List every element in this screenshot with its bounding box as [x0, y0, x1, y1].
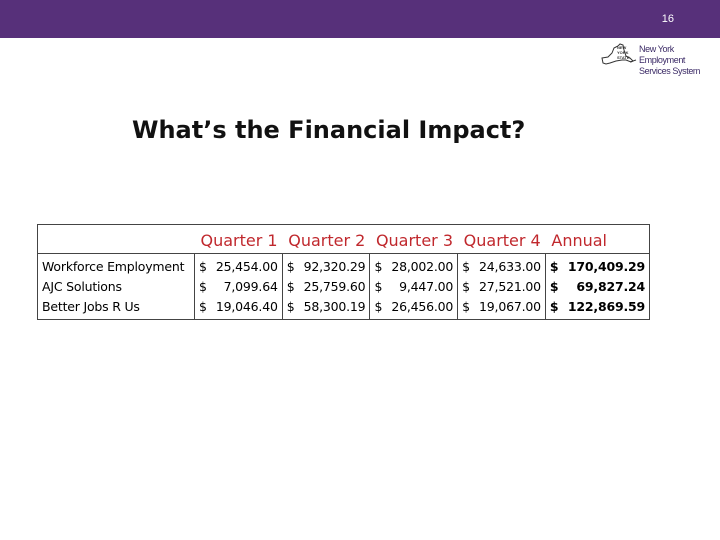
- amount: 28,002.00: [391, 259, 454, 275]
- new-york-state-map-icon: [601, 43, 637, 65]
- table-corner-cell: [37, 224, 195, 254]
- quarter-value-cell: $92,320.29: [281, 253, 370, 277]
- logo-name-line1: New York Employment: [639, 44, 686, 65]
- currency-symbol: $: [549, 298, 559, 314]
- currency-symbol: $: [199, 259, 207, 275]
- quarter-value-cell: $25,454.00: [194, 253, 283, 277]
- annual-value-cell: $69,827.24: [544, 276, 650, 297]
- financial-impact-table: Quarter 1 Quarter 2 Quarter 3 Quarter 4 …: [37, 224, 650, 320]
- table-row: Workforce Employment $25,454.00 $92,320.29…: [38, 253, 650, 277]
- quarter-value-cell: $27,521.00: [457, 276, 546, 297]
- currency-symbol: $: [374, 279, 383, 294]
- currency-symbol: $: [286, 279, 295, 294]
- quarter-value-cell: $58,300.19: [281, 296, 370, 320]
- column-header-quarter-1: Quarter 1: [194, 224, 283, 254]
- currency-symbol: $: [374, 259, 383, 275]
- currency-symbol: $: [286, 298, 295, 314]
- logo-name-line2: Services System: [639, 66, 701, 76]
- currency-symbol: $: [549, 279, 559, 294]
- amount: 7,099.64: [223, 279, 278, 294]
- nyess-logo: NEW YORK STATE New York Employment Servi…: [600, 42, 718, 76]
- quarter-value-cell: $26,456.00: [369, 296, 458, 320]
- currency-symbol: $: [462, 298, 470, 314]
- currency-symbol: $: [462, 279, 470, 294]
- header-bar: 16: [0, 0, 720, 38]
- amount: 122,869.59: [567, 298, 645, 314]
- currency-symbol: $: [199, 279, 207, 294]
- annual-value-cell: $170,409.29: [544, 253, 650, 277]
- amount: 19,067.00: [479, 298, 541, 314]
- column-header-annual: Annual: [545, 224, 650, 254]
- logo-name: New York Employment Services System: [639, 44, 719, 77]
- quarter-value-cell: $19,067.00: [457, 296, 546, 320]
- table-row: Better Jobs R Us $19,046.40 $58,300.19 $26,…: [38, 296, 650, 320]
- currency-symbol: $: [199, 298, 207, 314]
- column-header-quarter-4: Quarter 4: [457, 224, 546, 254]
- quarter-value-cell: $9,447.00: [369, 276, 458, 297]
- amount: 69,827.24: [576, 279, 645, 294]
- amount: 24,633.00: [479, 259, 541, 275]
- currency-symbol: $: [462, 259, 470, 275]
- amount: 58,300.19: [303, 298, 366, 314]
- column-header-quarter-2: Quarter 2: [282, 224, 370, 254]
- currency-symbol: $: [374, 298, 383, 314]
- row-label: Workforce Employment: [42, 259, 185, 275]
- quarter-value-cell: $28,002.00: [369, 253, 458, 277]
- annual-value-cell: $122,869.59: [544, 296, 650, 320]
- quarter-value-cell: $19,046.40: [194, 296, 283, 320]
- amount: 26,456.00: [391, 298, 454, 314]
- slide-number: 16: [661, 13, 674, 25]
- currency-symbol: $: [286, 259, 295, 275]
- amount: 25,454.00: [215, 259, 278, 275]
- row-label: Better Jobs R Us: [42, 298, 140, 314]
- row-label: AJC Solutions: [42, 279, 122, 294]
- amount: 19,046.40: [215, 298, 278, 314]
- amount: 9,447.00: [399, 279, 454, 294]
- amount: 27,521.00: [479, 279, 541, 294]
- table-header-row: Quarter 1 Quarter 2 Quarter 3 Quarter 4 …: [37, 224, 650, 254]
- quarter-value-cell: $25,759.60: [281, 276, 370, 297]
- column-header-quarter-3: Quarter 3: [369, 224, 458, 254]
- amount: 25,759.60: [303, 279, 366, 294]
- currency-symbol: $: [549, 259, 559, 275]
- amount: 170,409.29: [567, 259, 645, 275]
- table-row: AJC Solutions $7,099.64 $25,759.60 $9,447.0…: [38, 276, 650, 297]
- quarter-value-cell: $24,633.00: [457, 253, 546, 277]
- logo-state-text: NEW YORK STATE: [617, 45, 630, 60]
- quarter-value-cell: $7,099.64: [194, 276, 283, 297]
- amount: 92,320.29: [303, 259, 366, 275]
- slide-title: What’s the Financial Impact?: [132, 116, 526, 144]
